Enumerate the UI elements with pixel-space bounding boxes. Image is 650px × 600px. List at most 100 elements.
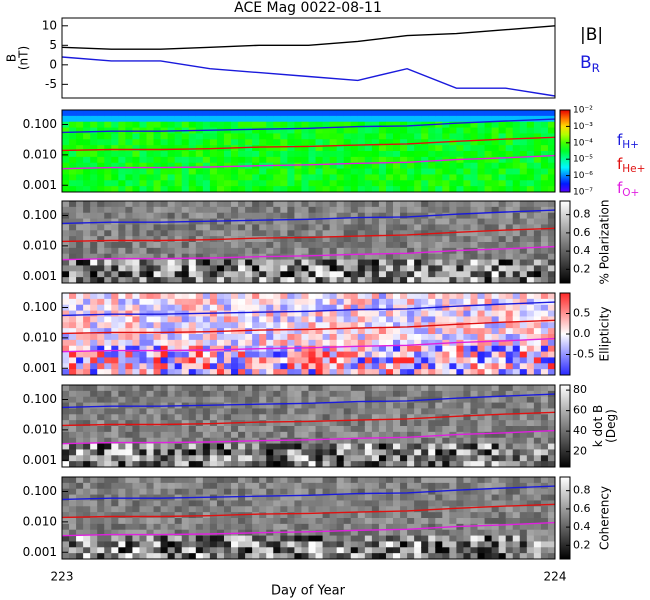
spectrogram-texture <box>195 334 204 341</box>
spectrogram-texture <box>400 339 408 347</box>
spectrogram-texture <box>547 151 556 158</box>
spectrogram-texture <box>336 212 345 220</box>
spectrogram-texture <box>62 174 70 181</box>
spectrogram-texture <box>294 236 302 243</box>
spectrogram-texture <box>371 133 380 140</box>
spectrogram-texture <box>400 408 408 415</box>
spectrogram-texture <box>470 449 479 456</box>
spectrogram-texture <box>315 461 324 468</box>
spectrogram-texture <box>202 121 211 129</box>
spectrogram-texture <box>174 500 183 507</box>
spectrogram-texture <box>378 414 387 421</box>
spectrogram-texture <box>83 443 91 450</box>
spectrogram-texture <box>252 488 260 496</box>
spectrogram-texture <box>477 162 486 170</box>
spectrogram-texture <box>407 339 415 347</box>
spectrogram-texture <box>188 242 197 249</box>
spectrogram-texture <box>69 431 77 439</box>
spectrogram-texture <box>231 402 239 409</box>
spectrogram-texture <box>442 363 450 370</box>
spectrogram-texture <box>216 553 225 560</box>
spectrogram-texture <box>188 529 197 537</box>
spectrogram-texture <box>104 396 112 404</box>
spectrogram-texture <box>238 369 246 376</box>
spectrogram-texture <box>62 139 70 146</box>
spectrogram-texture <box>491 162 500 170</box>
spectrogram-texture <box>498 206 507 214</box>
spectrogram-texture <box>69 396 77 404</box>
spectrogram-texture <box>393 304 401 312</box>
spectrogram-texture <box>505 212 514 220</box>
spectrogram-texture <box>139 547 148 554</box>
spectrogram-texture <box>407 247 415 255</box>
spectrogram-texture <box>378 482 387 490</box>
spectrogram-texture <box>202 133 211 140</box>
spectrogram-texture <box>167 523 176 531</box>
spectrogram-texture <box>407 500 415 507</box>
spectrogram-texture <box>139 488 148 496</box>
spectrogram-texture <box>167 224 176 231</box>
spectrogram-texture <box>308 541 317 548</box>
spectrogram-texture <box>216 253 225 261</box>
spectrogram-texture <box>62 437 70 445</box>
spectrogram-texture <box>167 488 176 496</box>
y-tick-label: 0.100 <box>23 300 57 314</box>
spectrogram-texture <box>153 206 162 214</box>
spectrogram-texture <box>111 304 119 312</box>
spectrogram-texture <box>357 316 366 323</box>
spectrogram-texture <box>76 345 84 353</box>
spectrogram-texture <box>273 500 281 507</box>
spectrogram-texture <box>512 396 521 404</box>
spectrogram-texture <box>174 385 183 392</box>
spectrogram-texture <box>174 488 183 496</box>
spectrogram-texture <box>209 408 218 415</box>
spectrogram-texture <box>484 345 493 353</box>
spectrogram-texture <box>470 345 479 353</box>
spectrogram-texture <box>259 396 267 404</box>
spectrogram-texture <box>512 186 521 193</box>
spectrogram-texture <box>280 145 288 152</box>
colorbar-tick-label: 0.5 <box>573 307 591 320</box>
spectrogram-texture <box>540 541 549 548</box>
colorbar <box>559 384 571 468</box>
spectrogram-texture <box>350 357 359 364</box>
spectrogram-texture <box>385 396 394 404</box>
spectrogram-texture <box>125 174 133 181</box>
spectrogram-texture <box>294 385 302 392</box>
spectrogram-texture <box>216 523 225 531</box>
spectrogram-texture <box>287 345 295 353</box>
spectrogram-texture <box>322 437 331 445</box>
spectrogram-texture <box>505 310 514 317</box>
spectrogram-texture <box>174 293 183 300</box>
spectrogram-texture <box>90 328 98 335</box>
spectrogram-texture <box>160 500 169 507</box>
spectrogram-texture <box>125 363 133 370</box>
spectrogram-texture <box>301 168 309 175</box>
spectrogram-texture <box>329 156 338 164</box>
spectrogram-texture <box>540 259 549 266</box>
spectrogram-texture <box>350 390 359 398</box>
spectrogram-texture <box>174 477 183 484</box>
spectrogram-texture <box>449 506 457 513</box>
spectrogram-texture <box>350 304 359 312</box>
spectrogram-texture <box>125 408 133 415</box>
spectrogram-texture <box>336 426 345 433</box>
spectrogram-texture <box>336 162 345 170</box>
spectrogram-texture <box>90 168 98 175</box>
spectrogram-texture <box>526 449 535 456</box>
spectrogram-texture <box>139 477 148 484</box>
spectrogram-texture <box>414 351 422 358</box>
spectrogram-texture <box>188 322 197 329</box>
spectrogram-texture <box>301 133 309 140</box>
spectrogram-texture <box>188 253 197 261</box>
spectrogram-texture <box>146 168 155 175</box>
spectrogram-texture <box>69 293 77 300</box>
spectrogram-texture <box>343 351 352 358</box>
spectrogram-texture <box>322 402 331 409</box>
spectrogram-texture <box>209 259 218 266</box>
spectrogram-texture <box>350 322 359 329</box>
spectrogram-texture <box>400 357 408 364</box>
spectrogram-texture <box>259 277 267 284</box>
spectrogram-texture <box>498 396 507 404</box>
spectrogram-texture <box>245 115 253 123</box>
